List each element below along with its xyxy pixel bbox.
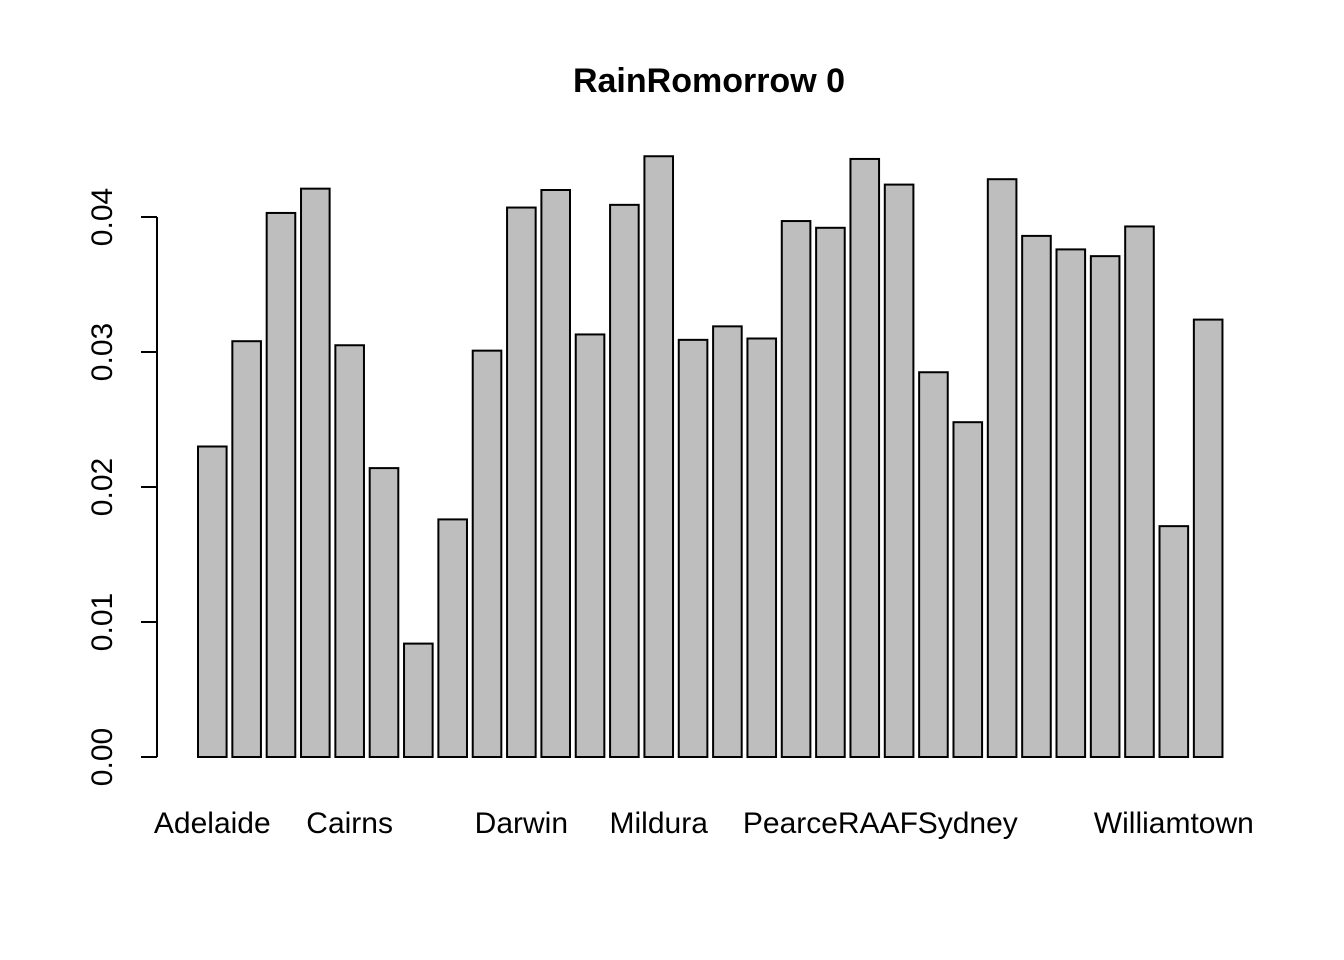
bar-10 bbox=[506, 206, 537, 759]
bar-7 bbox=[403, 642, 434, 758]
bar-14 bbox=[643, 155, 675, 758]
bar-19 bbox=[815, 226, 846, 759]
bar-3 bbox=[265, 211, 297, 758]
x-tick-label: Darwin bbox=[475, 807, 568, 840]
bar-2 bbox=[231, 340, 262, 758]
chart-title: RainRomorrow 0 bbox=[573, 62, 845, 100]
bar-17 bbox=[746, 337, 778, 758]
bar-16 bbox=[712, 325, 743, 758]
bar-13 bbox=[609, 203, 640, 759]
bar-18 bbox=[780, 220, 812, 759]
x-tick-label: PearceRAAF bbox=[743, 807, 918, 840]
bar-9 bbox=[471, 349, 503, 758]
bar-26 bbox=[1055, 248, 1087, 758]
x-tick-label: Williamtown bbox=[1094, 807, 1254, 840]
bar-21 bbox=[883, 183, 915, 759]
x-tick-label: Adelaide bbox=[154, 807, 271, 840]
y-tick-label: 0.03 bbox=[86, 323, 119, 381]
x-axis-labels: Adelaide Cairns Darwin Mildura PearceRAAF Syd… bbox=[154, 807, 1254, 840]
bar-5 bbox=[334, 344, 365, 758]
bar-30 bbox=[1192, 318, 1224, 758]
bar-1 bbox=[197, 445, 228, 758]
bar-22 bbox=[918, 371, 949, 758]
bar-4 bbox=[300, 187, 331, 758]
y-tick-label: 0.04 bbox=[86, 188, 119, 246]
bar-11 bbox=[540, 189, 572, 758]
bar-25 bbox=[1021, 234, 1052, 758]
y-tick-label: 0.00 bbox=[86, 728, 119, 786]
y-axis: 0.00 0.01 0.02 0.03 0.04 bbox=[86, 188, 158, 786]
y-tick-label: 0.02 bbox=[86, 458, 119, 516]
bar-15 bbox=[677, 338, 709, 758]
y-tick-label: 0.01 bbox=[86, 593, 119, 651]
x-tick-label: Mildura bbox=[610, 807, 709, 840]
bar-29 bbox=[1158, 525, 1190, 759]
bar-23 bbox=[952, 421, 984, 758]
bar-24 bbox=[986, 178, 1018, 758]
bar-20 bbox=[849, 157, 881, 758]
bars bbox=[197, 155, 1224, 759]
bar-28 bbox=[1124, 225, 1155, 758]
x-tick-label: Sydney bbox=[918, 807, 1018, 840]
bar-27 bbox=[1089, 255, 1121, 758]
bar-8 bbox=[437, 518, 468, 759]
x-tick-label: Cairns bbox=[306, 807, 393, 840]
bar-12 bbox=[574, 333, 606, 758]
bar-6 bbox=[368, 467, 400, 758]
